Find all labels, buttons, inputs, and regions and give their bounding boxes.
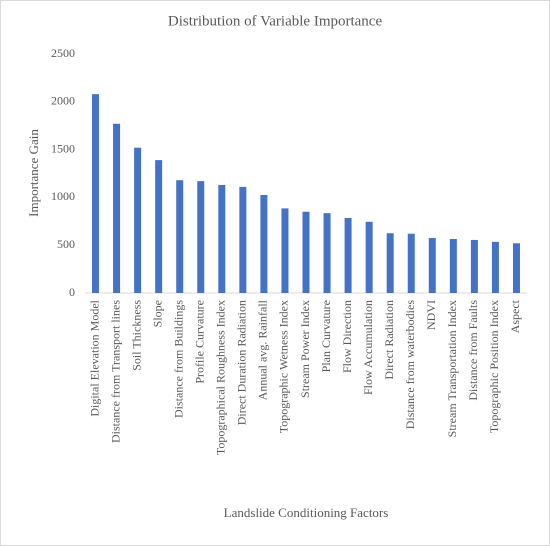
bar: [344, 217, 352, 293]
bar: [92, 94, 100, 293]
bar: [218, 184, 226, 293]
x-tick-label: Distance from Buildings: [171, 300, 185, 418]
x-tick-label: Distance from Transport lines: [108, 300, 122, 443]
x-tick-label: Distance from waterbodies: [403, 300, 417, 430]
bar: [302, 211, 310, 293]
x-tick-label: Direct Duration Radiation: [235, 300, 249, 425]
bar: [449, 238, 457, 293]
bar: [365, 221, 373, 293]
y-tick-label: 1500: [51, 141, 75, 155]
bar: [176, 180, 184, 293]
bar: [470, 239, 478, 293]
x-tick-label: Slope: [150, 300, 164, 327]
y-tick-label: 2500: [51, 46, 75, 60]
bar: [512, 243, 520, 293]
y-axis-title: Importance Gain: [26, 129, 41, 217]
x-tick-label: Direct Radiation: [382, 300, 396, 380]
x-tick-label: Annual avg. Rainfall: [256, 299, 270, 400]
bar: [491, 241, 499, 293]
x-tick-label: Digital Elevation Model: [87, 299, 101, 416]
x-tick-label: Topographic Wetness Index: [277, 300, 291, 433]
bar: [407, 233, 415, 293]
chart-title: Distribution of Variable Importance: [168, 13, 383, 29]
x-tick-label: Distance from Faults: [466, 300, 480, 401]
bar: [428, 238, 436, 293]
y-tick-label: 500: [57, 237, 75, 251]
y-tick-label: 1000: [51, 189, 75, 203]
x-tick-label: Plan Curvature: [319, 300, 333, 372]
bar: [197, 181, 205, 293]
x-tick-label: Stream Power Index: [298, 300, 312, 398]
bar: [386, 233, 394, 293]
x-tick-label: NDVI: [424, 300, 438, 330]
x-tick-label: Topographical Roughness Index: [214, 300, 228, 455]
bar: [239, 186, 247, 293]
bar: [260, 195, 268, 293]
x-tick-label: Flow Direction: [340, 300, 354, 373]
bar: [281, 208, 289, 293]
bar: [155, 160, 163, 293]
x-tick-label: Soil Thickness: [129, 300, 143, 371]
x-tick-label: Topographic Position Index: [487, 300, 501, 433]
x-tick-label: Flow Accumulation: [361, 300, 375, 395]
bar: [323, 213, 331, 293]
x-tick-label: Profile Curvature: [193, 300, 207, 384]
y-tick-label: 0: [69, 285, 75, 299]
y-tick-label: 2000: [51, 94, 75, 108]
bar: [134, 147, 142, 293]
bar: [113, 123, 121, 294]
x-tick-label: Aspect: [508, 299, 522, 333]
x-tick-label: Stream Transportation Index: [445, 300, 459, 437]
x-axis-title: Landslide Conditioning Factors: [224, 505, 389, 520]
